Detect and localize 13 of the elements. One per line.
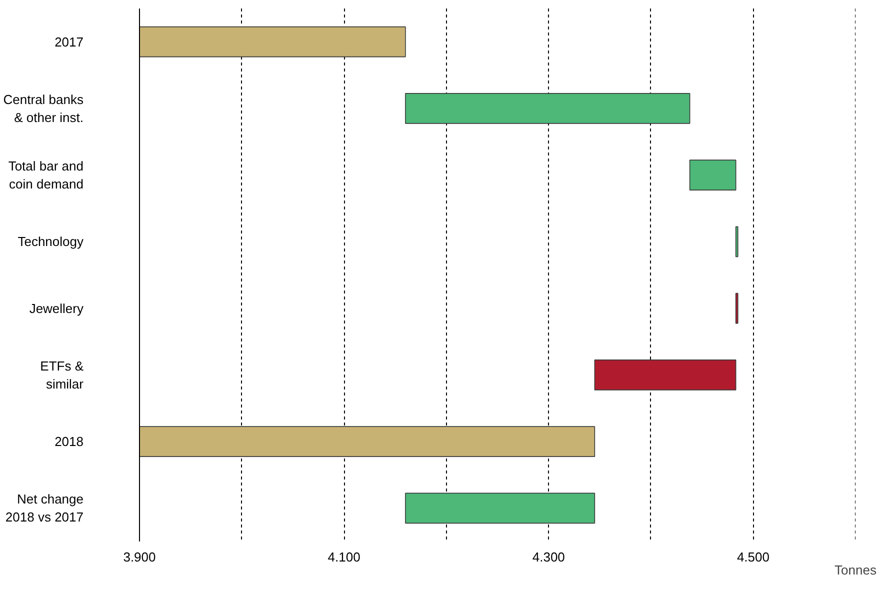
x-tick-label: 4.100 xyxy=(328,550,360,564)
y-tick-label: Central banks & other inst. xyxy=(3,92,84,125)
x-axis-title: Tonnes xyxy=(834,562,877,578)
x-tick-label: 4.500 xyxy=(736,550,770,564)
y-tick-label: Net change 2018 vs 2017 xyxy=(5,492,84,525)
y-tick-label: ETFs & similar xyxy=(40,358,84,392)
y-tick-label: Technology xyxy=(18,234,84,250)
y-tick-label: Jewellery xyxy=(29,300,84,316)
y-tick-label: 2018 xyxy=(54,434,84,450)
x-tick-label: 4.300 xyxy=(532,550,565,564)
x-tick-label: 3.900 xyxy=(123,550,156,564)
y-tick-label: 2017 xyxy=(54,34,84,50)
y-tick-label: Total bar and coin demand xyxy=(8,158,84,192)
